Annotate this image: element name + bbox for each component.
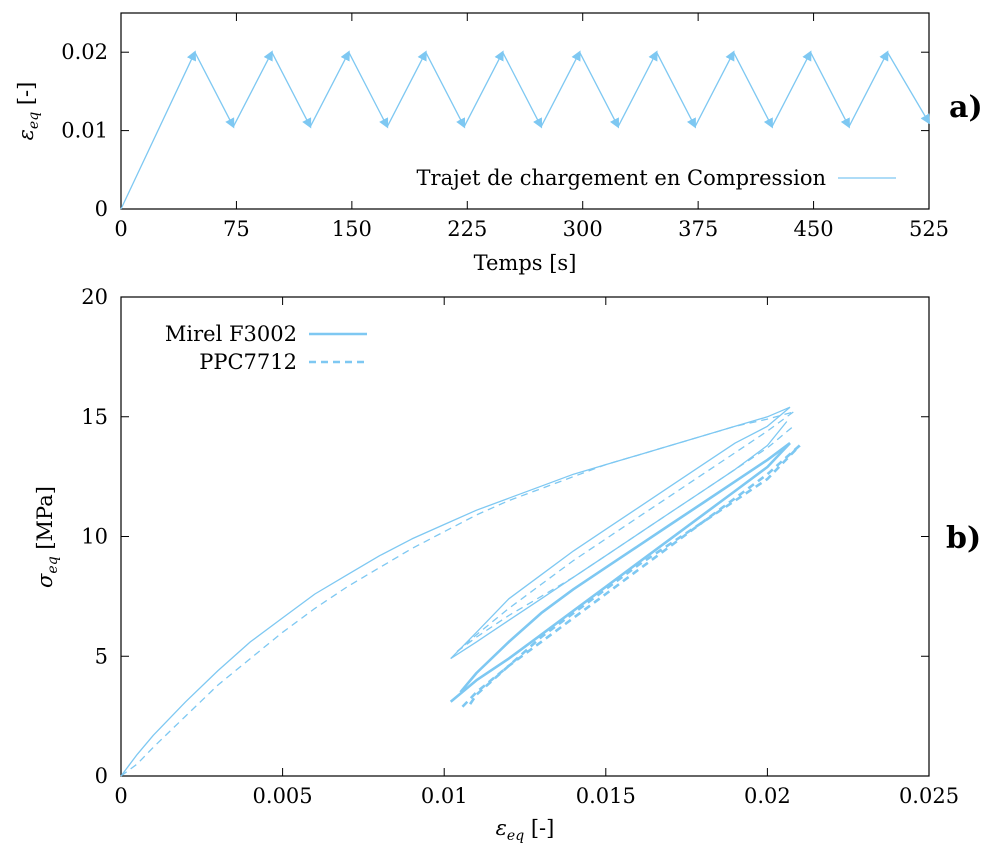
panel-b-xtick-label: 0.02: [744, 784, 791, 808]
panel-a-segment: [309, 50, 350, 127]
panel-a-frame: [120, 12, 930, 210]
panel-a-segment: [617, 50, 658, 127]
panel-b-series-1-first-load: [120, 406, 791, 777]
panel-a-segment: [886, 51, 931, 125]
panel-a-segment: [348, 51, 389, 129]
panel-b-series-1-stabilized-upper: [459, 442, 791, 694]
panel-a-segment: [386, 50, 427, 127]
panel-a-segment: [463, 50, 504, 127]
panel-b-ytick-label: 10: [81, 525, 108, 549]
panel-a-segment: [502, 51, 543, 129]
panel-b-legend: Mirel F3002 PPC7712: [165, 322, 367, 374]
panel-a-ytick-label: 0: [95, 197, 108, 221]
panel-a-series: [120, 50, 931, 210]
panel-a-legend-label: Trajet de chargement en Compression: [417, 166, 826, 190]
panel-b-ytick-label: 15: [81, 405, 108, 429]
panel-b-ticks: 0 0.005 0.01 0.015 0.02 0.025 0 5 10 15 20: [81, 285, 959, 808]
panel-a-segment: [540, 50, 581, 127]
panel-b-legend-label-1: Mirel F3002: [165, 322, 297, 346]
panel-a-segment: [579, 51, 620, 129]
panel-b-series: [120, 406, 801, 777]
panel-b-xlabel: εeq [-]: [496, 816, 555, 844]
panel-b-label: b): [946, 521, 981, 556]
panel-a-chart: 0 75 150 225 300 375 450 525 0 0.01 0.02 Temps [s]…: [14, 12, 983, 275]
panel-b-chart: 0 0.005 0.01 0.015 0.02 0.025 0 5 10 15 20 εeq [-]…: [33, 285, 981, 844]
panel-a-segment: [771, 50, 812, 127]
panel-b-xtick-label: 0.01: [421, 784, 468, 808]
panel-a-segment: [809, 51, 850, 129]
panel-a-xtick-label: 150: [332, 217, 372, 241]
panel-a-xtick-label: 525: [909, 217, 949, 241]
panel-a-xlabel: Temps [s]: [474, 251, 577, 275]
panel-b-series-1-cycle-1-reload: [450, 421, 788, 660]
panel-a-segment: [271, 51, 312, 129]
panel-a-xtick-label: 450: [794, 217, 834, 241]
panel-a-segment: [194, 51, 235, 129]
panel-b-ytick-label: 20: [81, 285, 108, 309]
panel-b-ylabel: σeq [MPa]: [33, 486, 61, 588]
panel-b-xtick-label: 0.015: [576, 784, 636, 808]
panel-b-xtick-label: 0: [114, 784, 127, 808]
panel-b-xtick-label: 0.025: [899, 784, 959, 808]
panel-a-xtick-label: 300: [563, 217, 603, 241]
panel-b-series-2-cycle-1-reload: [456, 425, 794, 653]
panel-a-segment: [694, 50, 735, 127]
panel-a-ytick-label: 0.02: [61, 40, 108, 64]
panel-a-xtick-label: 75: [223, 217, 250, 241]
panel-b-series-2-first-load: [120, 411, 794, 777]
panel-a-label: a): [949, 90, 983, 125]
panel-b-legend-label-2: PPC7712: [199, 350, 297, 374]
panel-a-segment: [120, 50, 196, 210]
panel-a-xtick-label: 0: [114, 217, 127, 241]
panel-b-series-2-stabilized-lower: [459, 444, 801, 710]
panel-b-series-2-cycle-1-unload: [456, 411, 794, 652]
panel-a-segment: [232, 50, 273, 127]
panel-b-xtick-label: 0.005: [253, 784, 313, 808]
panel-b-series-2-stabilized-upper: [469, 444, 801, 705]
panel-b-series-1-cycle-1-unload: [450, 406, 791, 660]
panel-a-segment: [848, 50, 889, 127]
panel-a-ylabel: εeq [-]: [14, 82, 42, 141]
panel-a-segment: [656, 51, 696, 129]
panel-a-ticks: 0 75 150 225 300 375 450 525 0 0.01 0.02: [61, 13, 949, 241]
panel-a-xtick-label: 225: [447, 217, 487, 241]
panel-b-ytick-label: 0: [95, 764, 108, 788]
panel-a-xtick-label: 375: [678, 217, 718, 241]
panel-a-segment: [425, 51, 466, 129]
panel-b-ytick-label: 5: [95, 644, 108, 668]
panel-a-legend: Trajet de chargement en Compression: [417, 166, 896, 190]
panel-b-series-1-stabilized-lower: [449, 442, 791, 703]
panel-a-ytick-label: 0.01: [61, 119, 108, 143]
panel-a-segment: [732, 51, 773, 129]
